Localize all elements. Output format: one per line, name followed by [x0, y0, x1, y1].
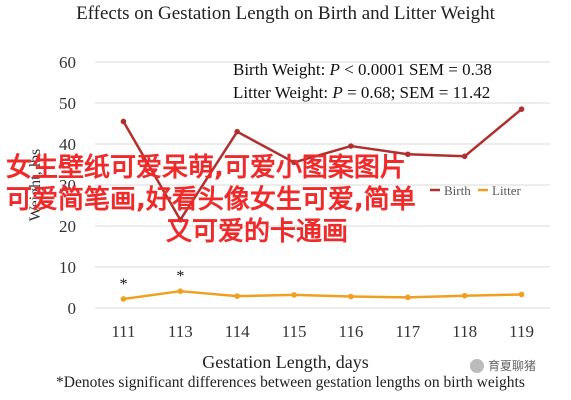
- legend-label: Birth: [444, 183, 471, 198]
- birth-stat-rest: < 0.0001 SEM = 0.38: [339, 60, 492, 79]
- watermark-text: 育夏聊猪: [488, 359, 537, 373]
- x-axis-label: Gestation Length, days: [202, 352, 369, 372]
- y-tick-label: 40: [59, 135, 76, 154]
- significance-asterisk: *: [176, 268, 184, 285]
- y-tick-label: 30: [59, 176, 76, 195]
- x-tick-label: 117: [395, 322, 420, 341]
- data-point-birth: [518, 106, 525, 112]
- y-tick-label: 60: [59, 53, 76, 72]
- x-tick-label: 118: [452, 322, 477, 341]
- birth-stat-p: P: [329, 60, 340, 79]
- data-point-birth: [234, 128, 240, 135]
- y-tick-label: 50: [59, 94, 76, 113]
- watermark-logo-icon: [470, 358, 484, 373]
- y-tick-label: 20: [59, 217, 76, 236]
- data-point-litter: [348, 293, 354, 300]
- chart-title: Effects on Gestation Length on Birth and…: [76, 3, 495, 24]
- data-point-litter: [291, 292, 297, 298]
- significance-asterisk: *: [119, 276, 127, 293]
- litter-stat-label: Litter Weight:: [233, 83, 333, 102]
- series-line-litter: [123, 289, 522, 301]
- series-line-birth: [122, 108, 523, 222]
- x-tick-label: 114: [225, 322, 250, 341]
- litter-stat-p: P: [332, 83, 343, 102]
- legend-label: Litter: [492, 183, 522, 198]
- data-point-litter: [177, 288, 184, 294]
- data-point-birth: [405, 151, 411, 158]
- birth-stat-label: Birth Weight:: [233, 60, 330, 79]
- overlay-text: 女生壁纸可爱呆萌,可爱小图案图片 可爱简笔画,好看头像女生可爱,简单 又可爱的卡…: [6, 152, 566, 248]
- overlay-line-1: 女生壁纸可爱呆萌,可爱小图案图片: [6, 153, 406, 183]
- litter-stat-annotation: Litter Weight: P = 0.68; SEM = 11.42: [233, 83, 490, 103]
- y-tick-label: 10: [59, 258, 76, 277]
- x-tick-label: 116: [339, 322, 364, 341]
- y-tick-label: 0: [68, 299, 77, 318]
- birth-stat-annotation: Birth Weight: P < 0.0001 SEM = 0.38: [233, 60, 492, 80]
- data-point-birth: [348, 143, 354, 149]
- watermark: 育夏聊猪: [470, 357, 536, 374]
- litter-stat-rest: = 0.68; SEM = 11.42: [342, 83, 491, 102]
- y-axis-label: Weight, lbs: [27, 149, 44, 221]
- x-tick-label: 115: [282, 322, 307, 341]
- data-point-birth: [177, 217, 184, 223]
- data-point-litter: [461, 292, 468, 299]
- overlay-line-3: 又可爱的卡通画: [166, 217, 349, 247]
- x-tick-label: 111: [111, 322, 135, 341]
- data-point-litter: [234, 293, 240, 299]
- data-point-litter: [120, 296, 127, 302]
- chart-footnote: *Denotes significant differences between…: [56, 374, 525, 391]
- data-point-litter: [405, 294, 411, 301]
- data-point-birth: [120, 118, 127, 125]
- x-tick-label: 113: [168, 322, 193, 341]
- data-point-litter: [518, 291, 525, 298]
- overlay-line-2: 可爱简笔画,好看头像女生可爱,简单: [6, 185, 416, 215]
- data-point-birth: [461, 153, 468, 160]
- x-tick-label: 119: [509, 322, 534, 341]
- data-point-birth: [291, 159, 297, 166]
